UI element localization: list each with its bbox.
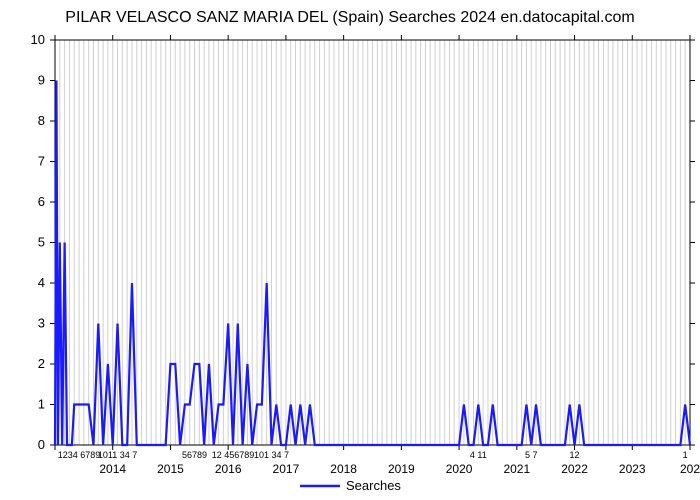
y-tick-label: 4 <box>38 275 45 290</box>
x-minor-label: 4 11 <box>470 450 487 460</box>
x-tick-label: 2014 <box>99 462 126 476</box>
y-tick-label: 0 <box>38 437 45 452</box>
x-tick-label: 2022 <box>561 462 588 476</box>
y-tick-label: 5 <box>38 235 45 250</box>
x-minor-label: 12 <box>570 450 580 460</box>
line-chart: PILAR VELASCO SANZ MARIA DEL (Spain) Sea… <box>0 0 700 500</box>
y-tick-label: 10 <box>31 32 45 47</box>
x-tick-label: 2015 <box>157 462 184 476</box>
x-minor-label: 12 456789 <box>212 450 255 460</box>
chart-svg: PILAR VELASCO SANZ MARIA DEL (Spain) Sea… <box>0 0 700 500</box>
x-minor-label: 101 34 7 <box>254 450 289 460</box>
x-minor-label: 56789 <box>182 450 207 460</box>
y-tick-label: 3 <box>38 316 45 331</box>
x-tick-label: 202 <box>680 462 700 476</box>
y-tick-label: 8 <box>38 113 45 128</box>
x-tick-label: 2021 <box>503 462 530 476</box>
x-minor-label: 1 <box>683 450 688 460</box>
x-tick-label: 2017 <box>273 462 300 476</box>
x-minor-label: 1011 34 7 <box>98 450 137 460</box>
y-tick-label: 9 <box>38 73 45 88</box>
y-tick-label: 7 <box>38 154 45 169</box>
x-tick-label: 2020 <box>446 462 473 476</box>
y-tick-label: 2 <box>38 356 45 371</box>
x-minor-label: 5 7 <box>525 450 538 460</box>
x-tick-label: 2019 <box>388 462 415 476</box>
x-tick-label: 2023 <box>619 462 646 476</box>
y-tick-label: 1 <box>38 397 45 412</box>
y-tick-label: 6 <box>38 194 45 209</box>
x-minor-label: 1234 6789 <box>58 450 101 460</box>
chart-title: PILAR VELASCO SANZ MARIA DEL (Spain) Sea… <box>65 9 634 26</box>
x-tick-label: 2018 <box>330 462 357 476</box>
legend-label: Searches <box>346 478 401 493</box>
x-tick-label: 2016 <box>215 462 242 476</box>
